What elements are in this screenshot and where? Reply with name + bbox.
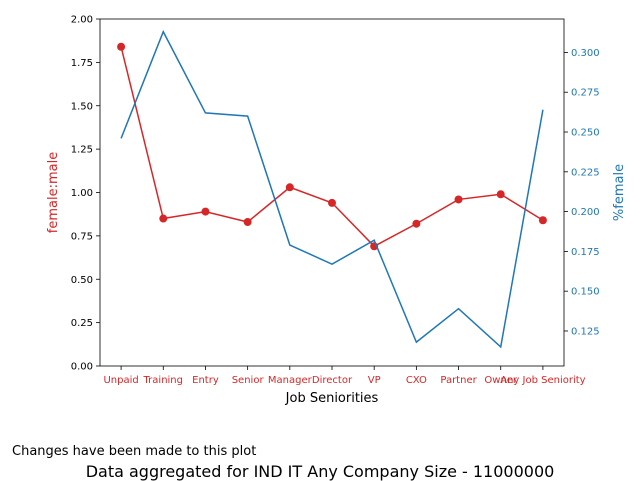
right-y-axis-label: %⁠female	[612, 164, 627, 221]
female-male-point	[201, 207, 210, 216]
female-male-point	[285, 183, 294, 192]
left-y-tick-label: 0.75	[71, 231, 93, 242]
female-male-point	[538, 216, 547, 225]
female-male-point	[412, 219, 421, 228]
x-tick-label: Any Job Seniority	[500, 375, 585, 386]
left-y-tick-label: 1.00	[71, 188, 93, 199]
right-y-tick-label: 0.250	[571, 128, 600, 139]
x-tick-label: Owner	[484, 375, 518, 386]
female-male-series	[117, 42, 547, 251]
left-y-tick-label: 2.00	[71, 15, 93, 26]
left-y-tick-label: 0.00	[71, 362, 93, 373]
right-y-tick-label: 0.125	[571, 326, 600, 337]
plot-change-note: Changes have been made to this plot	[12, 444, 257, 459]
left-y-tick-label: 1.25	[71, 145, 93, 156]
x-tick-label: Partner	[440, 375, 477, 386]
left-y-tick-label: 0.25	[71, 318, 93, 329]
x-tick-label: Manager	[268, 375, 313, 386]
female-male-point	[328, 198, 336, 207]
percent-female-line	[120, 29, 544, 349]
left-axis: 0.00 0.25 0.50 0.75 1.00 1.25 1.50 1.75 2.00	[71, 15, 100, 373]
x-tick-label: CXO	[406, 375, 427, 386]
female-male-point	[159, 214, 168, 223]
female-male-point	[117, 42, 126, 51]
female-male-point	[496, 190, 505, 199]
plot-series	[117, 29, 547, 349]
left-y-tick-label: 1.50	[71, 101, 93, 112]
figure-caption: Data aggregated for IND IT Any Company S…	[85, 462, 555, 481]
plot-frame	[99, 18, 565, 367]
right-y-tick-label: 0.225	[571, 167, 600, 178]
left-y-tick-label: 1.75	[71, 58, 93, 69]
right-y-tick-label: 0.300	[571, 48, 600, 59]
right-axis: 0.125 0.150 0.175 0.200 0.225 0.250 0.275 0.300	[564, 48, 600, 337]
x-tick-label: Entry	[192, 375, 219, 386]
x-tick-label: Senior	[232, 375, 265, 386]
right-y-tick-label: 0.275	[571, 88, 600, 99]
x-axis: Unpaid Training Entry Senior Manager Director…	[103, 366, 586, 386]
left-y-tick-label: 0.50	[71, 275, 93, 286]
female-male-point	[243, 217, 252, 226]
x-tick-label: VP	[368, 375, 381, 386]
right-y-tick-label: 0.175	[571, 247, 600, 258]
x-tick-label: Director	[312, 375, 353, 386]
x-tick-label: Unpaid	[103, 375, 138, 386]
x-tick-label: Training	[143, 375, 183, 386]
right-y-tick-label: 0.200	[571, 207, 600, 218]
percent-female-series	[120, 29, 544, 349]
right-y-tick-label: 0.150	[571, 287, 600, 298]
x-axis-label: Job Seniorities	[285, 391, 379, 406]
female-male-point	[454, 195, 463, 204]
left-y-axis-label: female:male	[46, 152, 61, 233]
